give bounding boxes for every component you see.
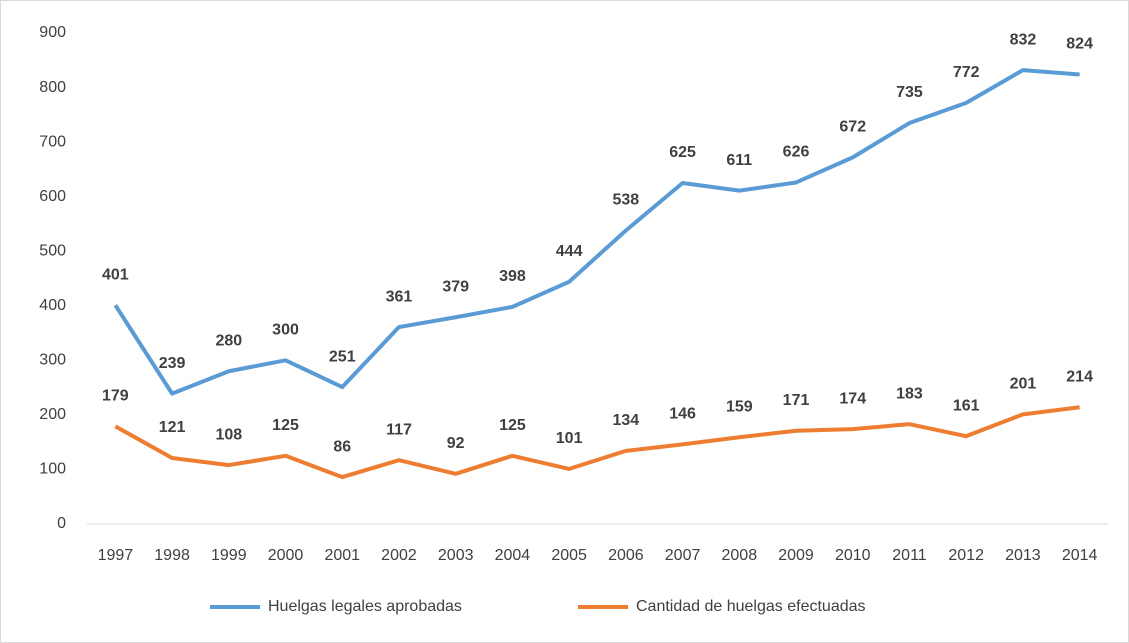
data-label: 280 xyxy=(215,332,242,349)
data-label: 444 xyxy=(556,243,583,260)
data-label: 92 xyxy=(447,435,465,452)
data-label: 398 xyxy=(499,268,526,285)
data-label: 179 xyxy=(102,388,129,405)
data-label: 108 xyxy=(215,426,242,443)
series-line xyxy=(114,405,1080,480)
y-tick-label: 600 xyxy=(39,188,66,205)
data-label: 201 xyxy=(1010,376,1037,393)
y-tick-label: 100 xyxy=(39,461,66,478)
series-line xyxy=(113,68,1080,396)
data-label: 171 xyxy=(783,392,810,409)
x-tick-label: 2013 xyxy=(1005,547,1041,564)
data-label: 625 xyxy=(669,144,696,161)
data-label: 121 xyxy=(159,419,186,436)
data-label: 134 xyxy=(613,412,640,429)
x-tick-label: 2008 xyxy=(722,547,758,564)
data-label: 125 xyxy=(499,417,526,434)
x-tick-label: 2007 xyxy=(665,547,701,564)
x-tick-label: 2002 xyxy=(381,547,417,564)
data-label: 401 xyxy=(102,266,129,283)
data-label: 239 xyxy=(159,355,186,372)
x-tick-label: 2010 xyxy=(835,547,871,564)
x-tick-label: 2011 xyxy=(892,547,927,564)
y-tick-label: 800 xyxy=(39,79,66,96)
x-tick-label: 2005 xyxy=(551,547,587,564)
data-label: 611 xyxy=(726,152,752,169)
y-tick-label: 700 xyxy=(39,133,66,150)
x-tick-label: 2006 xyxy=(608,547,644,564)
legend-label: Huelgas legales aprobadas xyxy=(268,598,462,615)
data-label: 159 xyxy=(726,398,753,415)
x-tick-label: 2003 xyxy=(438,547,474,564)
data-label: 174 xyxy=(839,390,866,407)
data-label: 251 xyxy=(329,348,356,365)
data-label: 146 xyxy=(669,406,696,423)
data-label: 214 xyxy=(1066,368,1093,385)
data-label: 300 xyxy=(272,322,299,339)
x-tick-label: 2000 xyxy=(268,547,304,564)
x-tick-label: 2014 xyxy=(1062,547,1098,564)
y-tick-label: 500 xyxy=(39,242,66,259)
data-label: 101 xyxy=(556,430,583,447)
data-label: 672 xyxy=(839,119,866,136)
x-tick-label: 1998 xyxy=(154,547,190,564)
y-tick-label: 900 xyxy=(39,24,66,41)
data-label: 86 xyxy=(333,438,351,455)
data-label: 379 xyxy=(442,278,469,295)
y-tick-label: 300 xyxy=(39,352,66,369)
legend-label: Cantidad de huelgas efectuadas xyxy=(636,598,866,615)
data-label: 832 xyxy=(1010,31,1037,48)
x-tick-label: 2004 xyxy=(495,547,531,564)
data-label: 538 xyxy=(613,192,640,209)
x-tick-label: 2012 xyxy=(948,547,984,564)
x-tick-label: 2009 xyxy=(778,547,814,564)
x-tick-label: 1997 xyxy=(98,547,134,564)
x-tick-label: 1999 xyxy=(211,547,247,564)
y-tick-label: 0 xyxy=(57,515,66,532)
data-label: 626 xyxy=(783,144,810,161)
y-tick-label: 400 xyxy=(39,297,66,314)
data-label: 161 xyxy=(953,397,980,414)
data-label: 117 xyxy=(386,421,412,438)
data-label: 125 xyxy=(272,417,299,434)
data-label: 772 xyxy=(953,64,980,81)
data-label: 735 xyxy=(896,84,923,101)
data-label: 183 xyxy=(896,385,923,402)
x-tick-label: 2001 xyxy=(324,547,360,564)
data-label: 361 xyxy=(386,288,413,305)
data-label: 824 xyxy=(1066,36,1093,53)
y-tick-label: 200 xyxy=(39,406,66,423)
